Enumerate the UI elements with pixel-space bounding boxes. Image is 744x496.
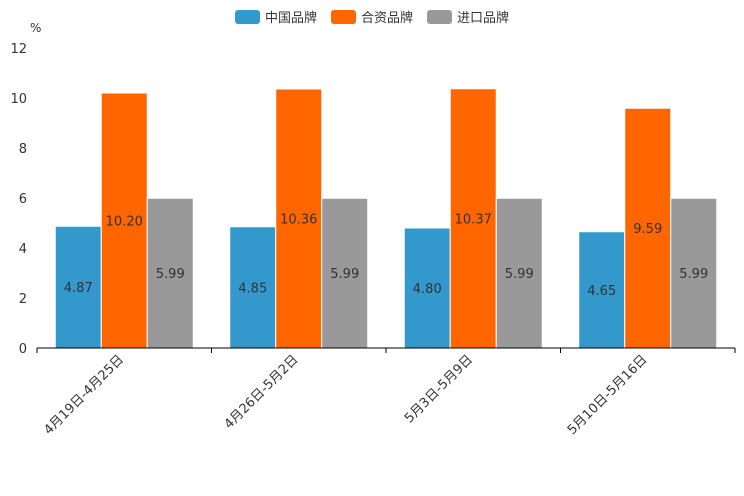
bar	[321, 197, 369, 349]
data-label: 5.99	[156, 267, 185, 282]
data-label: 5.99	[330, 267, 359, 282]
legend-swatch	[427, 9, 452, 24]
y-tick-label: 12	[10, 42, 27, 57]
y-tick-label: 8	[19, 142, 27, 157]
legend: 中国品牌 合资品牌 进口品牌	[0, 7, 744, 26]
bar	[146, 197, 194, 349]
x-tick-label: 5月3日-5月9日	[402, 352, 476, 426]
data-label: 4.87	[64, 281, 93, 296]
bar	[403, 227, 451, 349]
x-tick-label: 4月26日-5月2日	[222, 352, 302, 432]
legend-item-2[interactable]: 进口品牌	[427, 7, 509, 26]
data-label: 10.20	[106, 215, 143, 230]
bar	[275, 88, 323, 349]
y-tick-label: 2	[19, 292, 27, 307]
data-label: 4.65	[587, 284, 616, 299]
data-label: 5.99	[505, 267, 534, 282]
legend-swatch	[330, 9, 356, 24]
legend-item-0[interactable]: 中国品牌	[234, 7, 317, 26]
legend-label: 进口品牌	[457, 11, 510, 26]
data-label: 10.37	[455, 212, 492, 227]
data-label: 9.59	[633, 222, 662, 237]
y-tick-label: 6	[19, 192, 27, 207]
bar	[670, 197, 718, 349]
data-label: 10.36	[280, 213, 317, 228]
bar	[449, 88, 497, 349]
y-tick-label: 4	[19, 242, 27, 257]
data-label: 4.80	[413, 282, 442, 297]
x-tick-label: 4月19日-4月25日	[41, 352, 127, 438]
legend-swatch	[234, 9, 260, 24]
data-label: 5.99	[679, 267, 708, 282]
legend-item-1[interactable]: 合资品牌	[330, 7, 413, 26]
y-tick-label: 0	[19, 342, 27, 357]
bar	[100, 92, 148, 349]
y-axis-unit: %	[30, 21, 42, 35]
bar	[578, 231, 626, 349]
bar	[495, 197, 543, 349]
legend-label: 中国品牌	[264, 11, 317, 26]
legend-label: 合资品牌	[360, 11, 413, 26]
data-label: 4.85	[238, 281, 267, 296]
y-tick-label: 10	[10, 92, 27, 107]
x-tick-label: 5月10日-5月16日	[565, 352, 651, 438]
